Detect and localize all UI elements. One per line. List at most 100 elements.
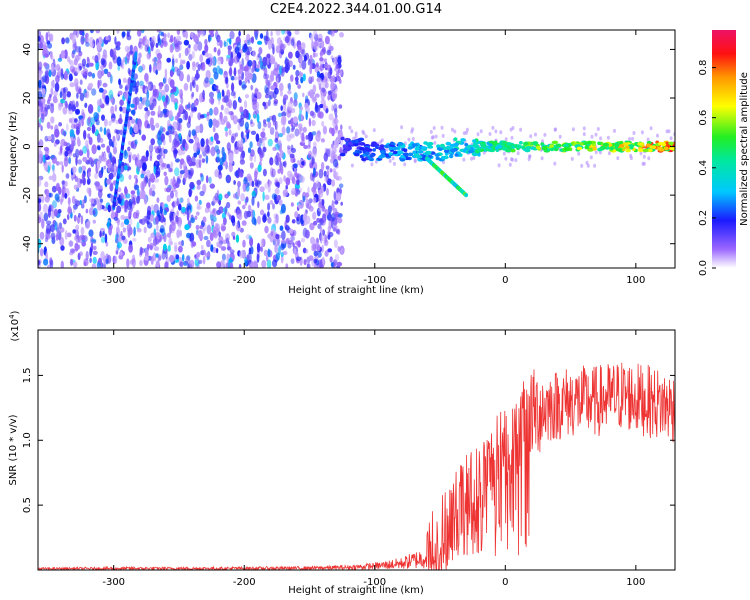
heatmap-cell <box>136 195 140 204</box>
heatmap-cell <box>642 148 649 153</box>
heatmap-cell <box>249 141 253 149</box>
heatmap-cell <box>109 152 113 163</box>
heatmap-cell <box>322 125 327 135</box>
heatmap-cell <box>208 118 213 128</box>
heatmap-cell <box>85 41 90 47</box>
heatmap-cell <box>274 244 278 254</box>
heatmap-cell <box>218 236 224 243</box>
heatmap-cell <box>110 182 114 187</box>
heatmap-cell <box>408 152 414 157</box>
heatmap-cell <box>294 171 298 178</box>
heatmap-cell <box>136 80 140 88</box>
heatmap-cell <box>284 225 290 231</box>
heatmap-cell <box>198 259 203 265</box>
heatmap-cell <box>38 35 41 42</box>
heatmap-cell <box>299 61 302 69</box>
x-tick-label: 100 <box>626 275 645 286</box>
heatmap-cell <box>244 200 248 206</box>
heatmap-cell <box>266 53 271 59</box>
heatmap-cell <box>196 211 200 216</box>
heatmap-cell <box>86 56 90 62</box>
heatmap-cell <box>123 92 129 99</box>
heatmap-cell <box>368 157 375 162</box>
heatmap-cell <box>331 202 335 211</box>
heatmap-cell <box>238 263 242 268</box>
spectrogram-y-label: Frequency (Hz) <box>8 111 19 187</box>
heatmap-cell <box>71 51 75 59</box>
snr-panel: -300 -200 -100 0 100 0.5 1.0 1.5 Height of str… <box>8 310 676 596</box>
heatmap-cell <box>165 187 172 193</box>
heatmap-cell <box>441 133 445 138</box>
heatmap-cell <box>207 34 211 43</box>
heatmap-cell <box>115 129 121 135</box>
heatmap-cell <box>113 163 117 171</box>
heatmap-cell <box>77 177 82 188</box>
heatmap-cell <box>189 181 195 190</box>
heatmap-cell <box>403 148 408 152</box>
heatmap-cell <box>147 123 151 129</box>
heatmap-cell <box>347 141 354 146</box>
heatmap-cell <box>266 259 272 268</box>
heatmap-cell <box>189 232 195 243</box>
heatmap-cell <box>202 89 205 100</box>
heatmap-cell <box>199 190 205 197</box>
heatmap-cell <box>301 47 306 58</box>
heatmap-cell <box>73 58 78 66</box>
heatmap-cell <box>267 216 272 224</box>
heatmap-cell <box>453 137 458 141</box>
heatmap-cell <box>174 102 178 111</box>
heatmap-cell <box>257 121 262 130</box>
heatmap-cell <box>274 155 279 166</box>
heatmap-cell <box>259 33 264 39</box>
heatmap-cell <box>196 141 201 151</box>
heatmap-cell <box>148 242 154 249</box>
heatmap-cell <box>270 57 276 65</box>
heatmap-cell <box>262 56 268 67</box>
heatmap-cell <box>123 56 126 63</box>
heatmap-cell <box>555 143 561 148</box>
heatmap-cell <box>128 174 132 180</box>
heatmap-cell <box>87 71 93 77</box>
heatmap-cell <box>645 143 651 147</box>
heatmap-cell <box>133 226 136 237</box>
heatmap-cell <box>237 118 242 124</box>
heatmap-cell <box>275 213 279 224</box>
heatmap-cell <box>155 260 160 268</box>
heatmap-cell <box>134 51 138 58</box>
heatmap-cell <box>85 222 90 229</box>
heatmap-cell <box>232 115 238 125</box>
heatmap-cell <box>295 69 300 77</box>
heatmap-cell <box>112 48 117 58</box>
heatmap-cell <box>129 44 133 52</box>
heatmap-cell <box>252 60 255 70</box>
heatmap-cell <box>331 143 334 149</box>
heatmap-cell <box>117 235 122 244</box>
heatmap-cell <box>450 127 454 132</box>
heatmap-cell <box>155 69 158 75</box>
heatmap-cell <box>113 255 118 264</box>
heatmap-cell <box>312 84 317 93</box>
heatmap-cell <box>48 205 52 212</box>
heatmap-cell <box>308 198 313 204</box>
heatmap-cell <box>218 193 223 201</box>
heatmap-cell <box>650 145 657 149</box>
heatmap-cell <box>221 89 225 97</box>
heatmap-cell <box>199 225 203 230</box>
heatmap-cell <box>140 180 146 191</box>
heatmap-cell <box>321 244 324 253</box>
heatmap-cell <box>230 91 236 97</box>
heatmap-cell <box>281 111 287 117</box>
heatmap-cell <box>91 238 97 243</box>
heatmap-cell <box>218 231 222 238</box>
heatmap-cell <box>166 194 171 202</box>
heatmap-cell <box>99 198 104 203</box>
heatmap-cell <box>218 169 222 176</box>
heatmap-cell <box>257 40 263 45</box>
heatmap-cell <box>237 213 243 221</box>
heatmap-cell <box>629 153 633 158</box>
heatmap-cell <box>108 225 112 236</box>
heatmap-cell <box>76 86 82 94</box>
heatmap-cell <box>250 130 257 135</box>
heatmap-cell <box>315 62 319 68</box>
heatmap-cell <box>115 119 119 125</box>
